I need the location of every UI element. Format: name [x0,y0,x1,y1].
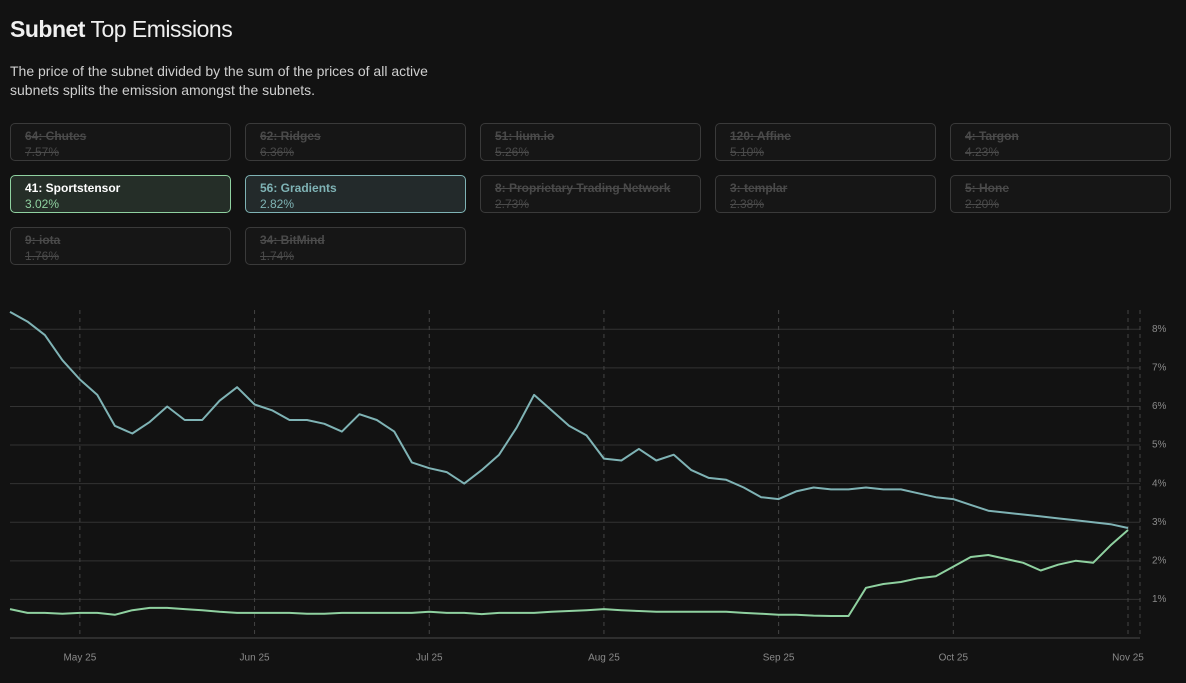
x-tick-label: Oct 25 [939,653,969,664]
card-value: 1.76% [25,249,60,263]
x-tick-label: Sep 25 [763,653,795,664]
card-name: 64: Chutes [25,129,87,143]
card-value: 2.20% [965,197,1000,211]
title-rest: Top Emissions [90,16,233,42]
y-tick-label: 8% [1152,324,1167,335]
subnet-card[interactable]: 8: Proprietary Trading Network 2.73% [480,175,701,213]
y-tick-label: 7% [1152,363,1167,374]
card-name: 4: Targon [965,129,1019,143]
title: Subnet Top Emissions [10,16,233,43]
subnet-card[interactable]: 56: Gradients 2.82% [245,175,466,213]
subnet-card[interactable]: 9: iota 1.76% [10,227,231,265]
card-value: 5.26% [495,145,530,159]
card-name: 51: lium.io [495,129,555,143]
y-tick-label: 6% [1152,401,1167,412]
x-tick-label: May 25 [63,653,96,664]
card-name: 9: iota [25,233,61,247]
subnet-card[interactable]: 34: BitMind 1.74% [245,227,466,265]
subnet-card[interactable]: 62: Ridges 6.36% [245,123,466,161]
card-value: 4.23% [965,145,1000,159]
card-value: 2.82% [260,197,295,211]
series-line [9,311,1129,529]
card-name: 34: BitMind [260,233,325,247]
subnet-card[interactable]: 120: Affine 5.10% [715,123,936,161]
card-value: 2.73% [495,197,530,211]
card-value: 2.38% [730,197,765,211]
subnet-card[interactable]: 4: Targon 4.23% [950,123,1171,161]
title-bold: Subnet [10,16,85,42]
card-name: 41: Sportstensor [25,181,121,195]
subnet-card[interactable]: 64: Chutes 7.57% [10,123,231,161]
card-name: 56: Gradients [260,181,337,195]
card-name: 3: templar [730,181,788,195]
subnet-card[interactable]: 41: Sportstensor 3.02% [10,175,231,213]
card-value: 6.36% [260,145,295,159]
y-tick-label: 3% [1152,517,1167,528]
x-tick-label: Jul 25 [416,653,443,664]
y-tick-label: 5% [1152,440,1167,451]
x-tick-label: Aug 25 [588,653,620,664]
y-tick-label: 4% [1152,478,1167,489]
card-value: 3.02% [25,197,60,211]
subnet-card[interactable]: 3: templar 2.38% [715,175,936,213]
card-name: 62: Ridges [260,129,321,143]
y-tick-label: 2% [1152,555,1167,566]
card-name: 120: Affine [730,129,791,143]
subnet-card[interactable]: 51: lium.io 5.26% [480,123,701,161]
card-value: 5.10% [730,145,765,159]
x-tick-label: Jun 25 [240,653,270,664]
card-name: 5: Hone [965,181,1010,195]
card-value: 1.74% [260,249,295,263]
y-tick-label: 1% [1152,594,1167,605]
subnet-card[interactable]: 5: Hone 2.20% [950,175,1171,213]
x-tick-label: Nov 25 [1112,653,1144,664]
card-value: 7.57% [25,145,60,159]
description: The price of the subnet divided by the s… [10,63,428,98]
series-line [9,529,1129,617]
card-name: 8: Proprietary Trading Network [495,181,671,195]
